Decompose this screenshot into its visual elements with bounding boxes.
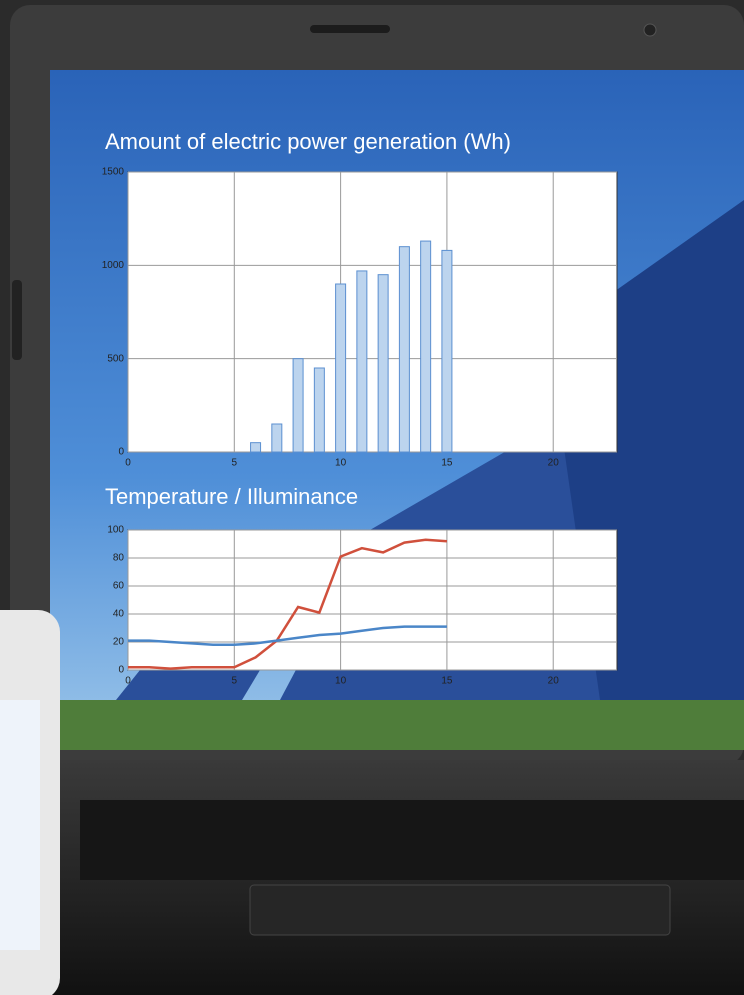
x-tick-label: 20	[548, 458, 560, 469]
bar	[378, 275, 388, 452]
y-tick-label: 500	[107, 353, 124, 364]
bar	[399, 247, 409, 452]
bar	[421, 241, 431, 452]
x-tick-label: 10	[335, 458, 347, 469]
x-tick-label: 15	[441, 676, 453, 687]
x-tick-label: 15	[441, 458, 453, 469]
y-tick-label: 80	[113, 553, 125, 564]
page: Amount of electric power generation (Wh)…	[0, 0, 744, 995]
bar	[293, 359, 303, 452]
x-tick-label: 5	[232, 458, 238, 469]
y-tick-label: 1000	[102, 260, 125, 271]
chart-title: Amount of electric power generation (Wh)	[105, 129, 511, 154]
bar	[442, 250, 452, 452]
camera	[644, 24, 656, 36]
y-tick-label: 0	[118, 665, 124, 676]
bar	[272, 424, 282, 452]
bar	[251, 443, 261, 452]
scene: Amount of electric power generation (Wh)…	[0, 0, 744, 995]
speaker	[310, 25, 390, 33]
keyboard	[80, 800, 744, 880]
chart-title: Temperature / Illuminance	[105, 484, 358, 509]
y-tick-label: 20	[113, 637, 125, 648]
bar	[314, 368, 324, 452]
x-tick-label: 0	[125, 458, 131, 469]
touchpad	[250, 885, 670, 935]
x-tick-label: 10	[335, 676, 347, 687]
y-tick-label: 0	[118, 447, 124, 458]
y-tick-label: 60	[113, 581, 125, 592]
side-button	[12, 280, 22, 360]
y-tick-label: 40	[113, 609, 125, 620]
x-tick-label: 20	[548, 676, 560, 687]
phone-screen	[0, 700, 40, 950]
x-tick-label: 5	[232, 676, 238, 687]
y-tick-label: 1500	[102, 167, 125, 178]
plot-area	[128, 172, 617, 452]
bar	[336, 284, 346, 452]
x-tick-label: 0	[125, 676, 131, 687]
grass	[50, 700, 744, 750]
bar	[357, 271, 367, 452]
y-tick-label: 100	[107, 525, 124, 536]
